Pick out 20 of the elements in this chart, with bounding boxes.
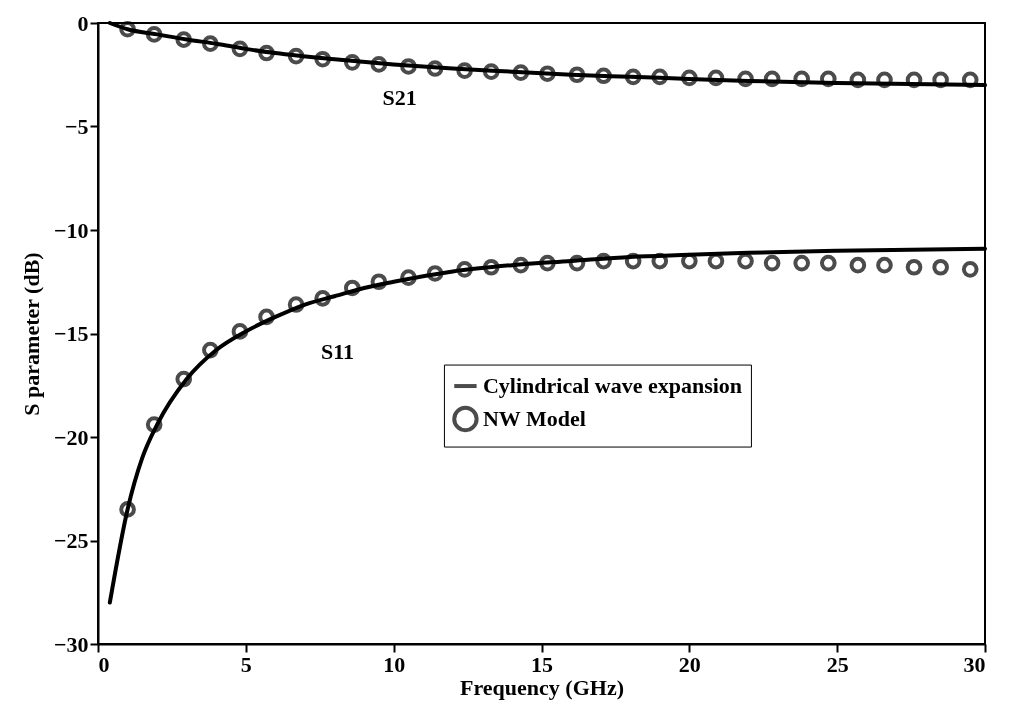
x-tick-label: 10 xyxy=(383,651,406,677)
x-axis-title: Frequency (GHz) xyxy=(460,674,624,700)
x-tick-label: 20 xyxy=(678,651,701,677)
legend-label: NW Model xyxy=(482,406,586,432)
y-tick-label: −10 xyxy=(53,217,89,243)
annotation: S11 xyxy=(320,339,355,365)
x-tick-label: 25 xyxy=(826,651,849,677)
y-axis-title: S parameter (dB) xyxy=(18,252,44,416)
y-tick-label: −15 xyxy=(53,321,89,346)
y-tick-label: 0 xyxy=(77,10,89,36)
y-tick-label: −5 xyxy=(64,114,89,139)
x-tick-label: 5 xyxy=(240,651,252,677)
y-tick-label: −30 xyxy=(53,631,89,657)
legend-label: Cylindrical wave expansion xyxy=(482,373,743,399)
x-tick-label: 15 xyxy=(531,651,553,677)
x-tick-label: 30 xyxy=(963,651,986,677)
x-tick-label: 0 xyxy=(98,651,110,677)
y-tick-label: −20 xyxy=(53,424,89,450)
annotation: S21 xyxy=(382,84,417,110)
y-tick-label: −25 xyxy=(53,528,89,553)
